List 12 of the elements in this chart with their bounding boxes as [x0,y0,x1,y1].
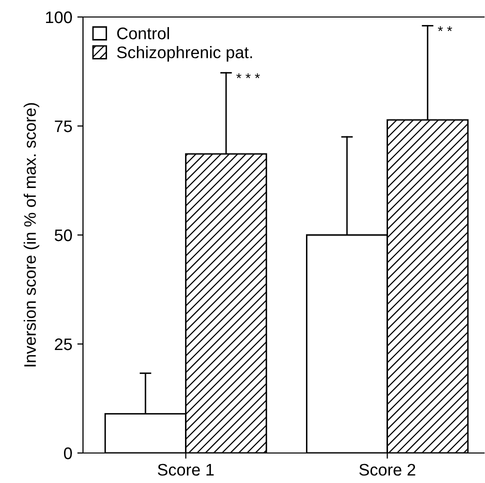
y-tick-label: 100 [46,11,72,24]
y-axis-title: Inversion score (in % of max. score) [24,103,40,366]
annotation: * * [438,26,452,32]
annotation: * * * [236,73,260,78]
legend-label: Control [117,27,169,40]
y-tick-label: 75 [54,120,72,132]
y-tick-label: 0 [64,447,72,460]
legend-label: Schizophrenic pat. [117,46,252,62]
y-tick-label: 25 [54,338,72,350]
y-tick-label: 50 [54,229,72,242]
x-tick-label: Score 1 [158,464,214,476]
x-tick-label: Score 2 [359,464,416,476]
